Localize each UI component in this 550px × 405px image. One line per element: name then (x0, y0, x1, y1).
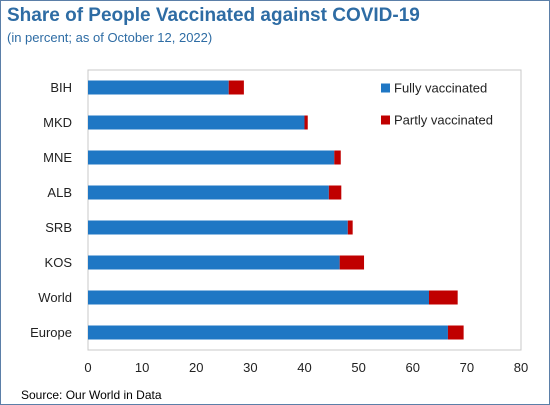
bar-europe-partly (447, 325, 464, 340)
legend-swatch-partly (381, 115, 390, 125)
x-tick-label-50: 50 (351, 360, 365, 375)
bar-alb-partly (328, 185, 342, 200)
x-tick-label-70: 70 (460, 360, 474, 375)
bar-bih-fully (88, 80, 229, 95)
bar-world-fully (88, 290, 429, 305)
x-tick-label-80: 80 (514, 360, 528, 375)
category-label-bih: BIH (50, 80, 72, 95)
bar-mkd-partly (304, 115, 308, 130)
x-tick-label-10: 10 (135, 360, 149, 375)
legend-label-fully: Fully vaccinated (394, 81, 487, 96)
category-label-mkd: MKD (43, 115, 72, 130)
bar-alb-fully (88, 185, 329, 200)
category-label-alb: ALB (47, 185, 72, 200)
bar-srb-fully (88, 220, 348, 235)
plot-area (87, 69, 522, 351)
x-tick-label-20: 20 (189, 360, 203, 375)
bar-mne-partly (334, 150, 341, 165)
category-label-kos: KOS (45, 255, 73, 270)
x-tick-label-40: 40 (297, 360, 311, 375)
x-tick-label-0: 0 (84, 360, 91, 375)
bar-europe-fully (88, 325, 448, 340)
chart-title: Share of People Vaccinated against COVID… (7, 5, 420, 26)
bar-kos-fully (88, 255, 340, 270)
category-label-world: World (38, 290, 72, 305)
legend-label-partly: Partly vaccinated (394, 113, 493, 128)
bar-world-partly (428, 290, 458, 305)
x-tick-label-60: 60 (406, 360, 420, 375)
category-label-europe: Europe (30, 325, 72, 340)
x-tick-label-30: 30 (243, 360, 257, 375)
category-label-srb: SRB (45, 220, 72, 235)
category-label-mne: MNE (43, 150, 72, 165)
legend-swatch-fully (381, 83, 390, 93)
bar-mne-fully (88, 150, 335, 165)
source-note: Source: Our World in Data (21, 388, 162, 402)
bar-kos-partly (339, 255, 365, 270)
bar-mkd-fully (88, 115, 305, 130)
bar-bih-partly (228, 80, 244, 95)
bar-srb-partly (347, 220, 353, 235)
chart-subtitle: (in percent; as of October 12, 2022) (7, 30, 213, 45)
